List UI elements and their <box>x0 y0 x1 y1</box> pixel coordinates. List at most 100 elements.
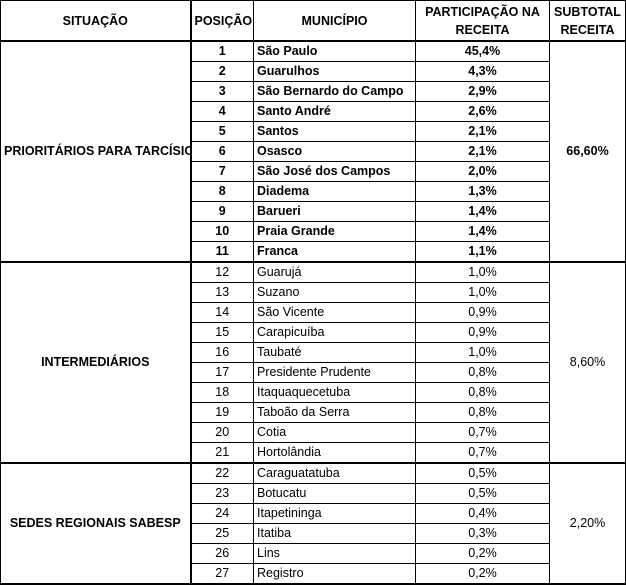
table-row: 6 Osasco 2,1% <box>1 141 626 162</box>
municipio-cell: Praia Grande <box>253 221 416 242</box>
posicao-cell: 23 <box>190 483 254 504</box>
table-row: 19 Taboão da Serra 0,8% <box>1 402 626 423</box>
table-row: 27 Registro 0,2% <box>1 563 626 585</box>
table-row: 15 Carapicuíba 0,9% <box>1 322 626 343</box>
municipio-cell: Registro <box>253 563 416 585</box>
posicao-cell: 16 <box>190 342 254 363</box>
table-row: 2 Guarulhos 4,3% <box>1 61 626 82</box>
posicao-cell: 27 <box>190 563 254 585</box>
posicao-cell: 10 <box>190 221 254 242</box>
posicao-cell: 13 <box>190 282 254 303</box>
header-municipio: MUNICÍPIO <box>253 0 416 42</box>
posicao-cell: 8 <box>190 181 254 202</box>
participacao-cell: 0,4% <box>415 503 550 524</box>
posicao-cell: 17 <box>190 362 254 383</box>
municipio-cell: Santo André <box>253 101 416 122</box>
municipio-cell: Itatiba <box>253 523 416 544</box>
participacao-cell: 0,9% <box>415 322 550 343</box>
participacao-cell: 0,5% <box>415 462 550 484</box>
situacao-cell: SEDES REGIONAIS SABESP <box>0 462 192 585</box>
participacao-cell: 0,7% <box>415 422 550 443</box>
table-row: 24 Itapetininga 0,4% <box>1 503 626 524</box>
municipio-cell: Itaquaquecetuba <box>253 382 416 403</box>
posicao-cell: 18 <box>190 382 254 403</box>
posicao-cell: 25 <box>190 523 254 544</box>
participacao-cell: 0,8% <box>415 382 550 403</box>
municipio-cell: Itapetininga <box>253 503 416 524</box>
participacao-cell: 1,3% <box>415 181 550 202</box>
participacao-cell: 2,9% <box>415 81 550 102</box>
posicao-cell: 26 <box>190 543 254 564</box>
participacao-cell: 1,0% <box>415 282 550 303</box>
participacao-cell: 2,1% <box>415 121 550 142</box>
header-subtotal: SUBTOTAL RECEITA <box>549 0 626 42</box>
municipio-cell: Hortolândia <box>253 442 416 464</box>
table-row: INTERMEDIÁRIOS 12 Guarujá 1,0% 8,60% <box>0 261 626 464</box>
municipio-cell: Carapicuíba <box>253 322 416 343</box>
table-row: 4 Santo André 2,6% <box>1 101 626 122</box>
participacao-cell: 0,2% <box>415 563 550 585</box>
municipio-cell: Guarujá <box>253 261 416 283</box>
municipio-cell: Caraguatatuba <box>253 462 416 484</box>
table-row: 13 Suzano 1,0% <box>1 282 626 303</box>
municipio-cell: Guarulhos <box>253 61 416 82</box>
participacao-cell: 1,4% <box>415 221 550 242</box>
posicao-cell: 1 <box>190 40 254 62</box>
municipio-cell: Suzano <box>253 282 416 303</box>
posicao-cell: 22 <box>190 462 254 484</box>
table-row: PRIORITÁRIOS PARA TARCÍSIO 1 São Paulo 45,4… <box>0 40 626 263</box>
posicao-cell: 21 <box>190 442 254 464</box>
posicao-cell: 11 <box>190 241 254 263</box>
posicao-cell: 20 <box>190 422 254 443</box>
posicao-cell: 14 <box>190 302 254 323</box>
participacao-cell: 0,8% <box>415 402 550 423</box>
participacao-cell: 1,0% <box>415 261 550 283</box>
municipio-cell: Osasco <box>253 141 416 162</box>
municipio-cell: São José dos Campos <box>253 161 416 182</box>
participacao-cell: 1,1% <box>415 241 550 263</box>
participacao-cell: 2,0% <box>415 161 550 182</box>
municipio-cell: São Paulo <box>253 40 416 62</box>
header-row: SITUAÇÃO POSIÇÃO MUNICÍPIO PARTICIPAÇÃO … <box>0 0 626 42</box>
subtotal-cell: 66,60% <box>549 40 626 263</box>
posicao-cell: 9 <box>190 201 254 222</box>
header-situacao: SITUAÇÃO <box>0 0 192 42</box>
participacao-cell: 0,3% <box>415 523 550 544</box>
subtotal-cell: 8,60% <box>549 261 626 464</box>
posicao-cell: 12 <box>190 261 254 283</box>
table-row: 16 Taubaté 1,0% <box>1 342 626 363</box>
header-posicao: POSIÇÃO <box>190 0 254 42</box>
municipio-cell: Santos <box>253 121 416 142</box>
participacao-cell: 4,3% <box>415 61 550 82</box>
municipio-cell: Taboão da Serra <box>253 402 416 423</box>
participacao-cell: 0,7% <box>415 442 550 464</box>
posicao-cell: 15 <box>190 322 254 343</box>
participacao-cell: 1,0% <box>415 342 550 363</box>
participacao-cell: 0,8% <box>415 362 550 383</box>
municipio-cell: Barueri <box>253 201 416 222</box>
subtotal-cell: 2,20% <box>549 462 626 585</box>
posicao-cell: 19 <box>190 402 254 423</box>
municipio-cell: Franca <box>253 241 416 263</box>
posicao-cell: 6 <box>190 141 254 162</box>
participacao-cell: 2,6% <box>415 101 550 122</box>
table-header: SITUAÇÃO POSIÇÃO MUNICÍPIO PARTICIPAÇÃO … <box>0 0 626 42</box>
header-participacao: PARTICIPAÇÃO NA RECEITA <box>415 0 550 42</box>
municipio-cell: Taubaté <box>253 342 416 363</box>
participacao-cell: 45,4% <box>415 40 550 62</box>
table-row: 14 São Vicente 0,9% <box>1 302 626 323</box>
posicao-cell: 7 <box>190 161 254 182</box>
table-row: 8 Diadema 1,3% <box>1 181 626 202</box>
posicao-cell: 2 <box>190 61 254 82</box>
table-row: 26 Lins 0,2% <box>1 543 626 564</box>
municipio-cell: Lins <box>253 543 416 564</box>
posicao-cell: 3 <box>190 81 254 102</box>
municipio-cell: Presidente Prudente <box>253 362 416 383</box>
posicao-cell: 24 <box>190 503 254 524</box>
participacao-cell: 0,5% <box>415 483 550 504</box>
participacao-cell: 1,4% <box>415 201 550 222</box>
participacao-cell: 2,1% <box>415 141 550 162</box>
posicao-cell: 4 <box>190 101 254 122</box>
posicao-cell: 5 <box>190 121 254 142</box>
